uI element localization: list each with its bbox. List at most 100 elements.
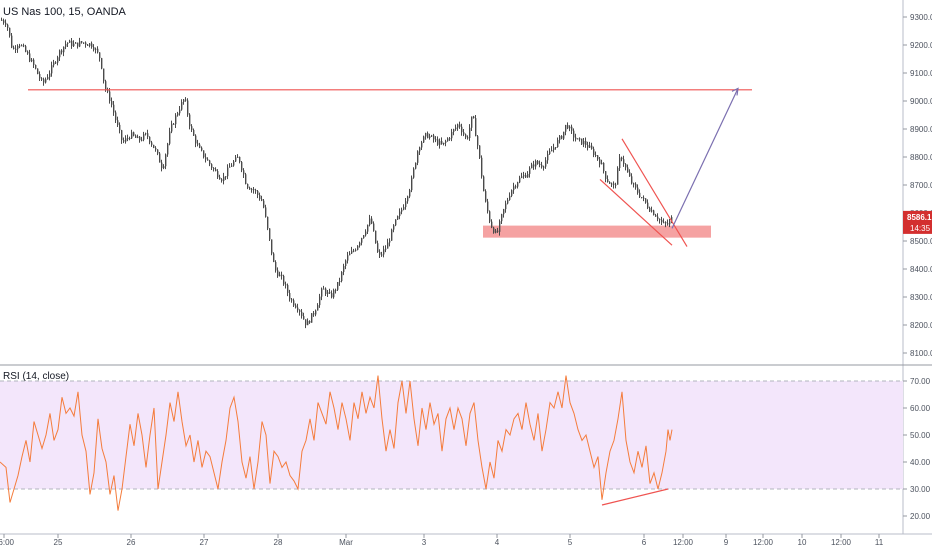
candle-body — [449, 138, 451, 140]
rsi-tick-label: 30.00 — [910, 485, 931, 494]
candle-body — [513, 186, 515, 191]
time-tick-label: Mar — [339, 538, 353, 547]
price-tick-label: 9200.0 — [910, 41, 932, 50]
rsi-divergence-line[interactable] — [601, 488, 669, 506]
candle-body — [235, 157, 237, 162]
candle-body — [149, 136, 151, 143]
projection-arrow-line[interactable] — [671, 88, 739, 229]
projection-arrow-head — [731, 87, 739, 96]
candle-body — [409, 190, 411, 197]
candle-body — [479, 145, 481, 158]
candle-body — [431, 135, 433, 137]
candle-body — [377, 243, 379, 253]
candle-body — [649, 207, 651, 212]
wedge-upper-line[interactable] — [621, 138, 688, 247]
time-tick-label: 25 — [54, 538, 63, 547]
candle-body — [663, 222, 665, 224]
price-tick-label: 8700.0 — [910, 181, 932, 190]
support-zone[interactable] — [483, 225, 711, 238]
candle-body — [293, 300, 295, 306]
candle-body — [11, 35, 13, 48]
candle-body — [257, 190, 259, 196]
candle-body — [195, 135, 197, 144]
candle-body — [113, 104, 115, 113]
candle-body — [15, 48, 17, 50]
wedge-lower-line[interactable] — [599, 178, 673, 246]
candle-body — [259, 195, 261, 200]
candle-body — [453, 129, 455, 132]
candle-body — [405, 201, 407, 208]
candle-body — [57, 57, 59, 63]
candle-body — [495, 230, 497, 233]
candle-body — [465, 134, 467, 138]
candle-body — [507, 199, 509, 204]
candle-body — [319, 296, 321, 306]
candle-body — [181, 102, 183, 110]
candle-body — [521, 176, 523, 178]
candle-body — [575, 137, 577, 140]
candle-body — [201, 147, 203, 151]
candle-body — [471, 116, 473, 128]
candle-body — [625, 164, 627, 168]
candle-body — [461, 126, 463, 133]
candle-body — [635, 183, 637, 188]
candle-body — [419, 147, 421, 152]
candle-body — [93, 47, 95, 50]
candle-body — [33, 59, 35, 66]
candle-body — [115, 112, 117, 121]
candle-body — [531, 164, 533, 169]
candle-body — [373, 223, 375, 231]
candle-body — [341, 271, 343, 281]
candle-body — [111, 101, 113, 105]
candle-body — [209, 160, 211, 165]
candle-body — [371, 218, 373, 224]
candle-body — [547, 153, 549, 161]
candle-body — [137, 136, 139, 138]
candle-body — [417, 151, 419, 163]
candle-body — [13, 47, 15, 49]
candle-body — [53, 62, 55, 66]
candle-body — [19, 45, 21, 47]
candle-body — [585, 140, 587, 145]
candle-body — [175, 115, 177, 125]
candle-body — [651, 210, 653, 212]
candle-body — [569, 126, 571, 129]
candle-body — [217, 171, 219, 178]
candle-body — [655, 215, 657, 217]
candle-body — [261, 199, 263, 201]
rsi-axis[interactable]: 70.00 60.00 50.00 40.00 30.00 20.00 — [903, 377, 931, 521]
candle-body — [609, 182, 611, 184]
candle-body — [517, 182, 519, 187]
candle-body — [639, 192, 641, 198]
candle-body — [441, 141, 443, 145]
drawings-layer[interactable] — [28, 87, 752, 506]
candle-body — [291, 299, 293, 301]
candle-body — [55, 62, 57, 64]
candle-body — [321, 288, 323, 297]
candle-body — [23, 45, 25, 47]
candle-body — [51, 65, 53, 74]
candle-body — [315, 310, 317, 315]
candle-body — [369, 218, 371, 225]
candle-body — [597, 155, 599, 160]
time-axis[interactable]: 16:00 25 26 27 28 Mar 3 4 5 6 12:00 9 12:00 10 12:00 11 — [0, 534, 884, 547]
rsi-indicator-label[interactable]: RSI (14, close) — [3, 371, 70, 382]
candle-body — [299, 310, 301, 312]
candle-body — [221, 179, 223, 181]
price-tick-label: 8400.0 — [910, 265, 932, 274]
time-tick-label: 9 — [724, 538, 729, 547]
candle-body — [189, 114, 191, 127]
candle-body — [339, 280, 341, 282]
candle-body — [459, 124, 461, 127]
symbol-label[interactable]: US Nas 100, 15, OANDA — [3, 6, 126, 18]
candle-body — [35, 65, 37, 69]
candle-body — [483, 176, 485, 192]
candle-body — [163, 166, 165, 169]
candle-body — [413, 168, 415, 178]
candle-body — [25, 46, 27, 52]
candle-body — [333, 289, 335, 298]
candle-body — [599, 159, 601, 165]
candle-body — [543, 166, 545, 168]
